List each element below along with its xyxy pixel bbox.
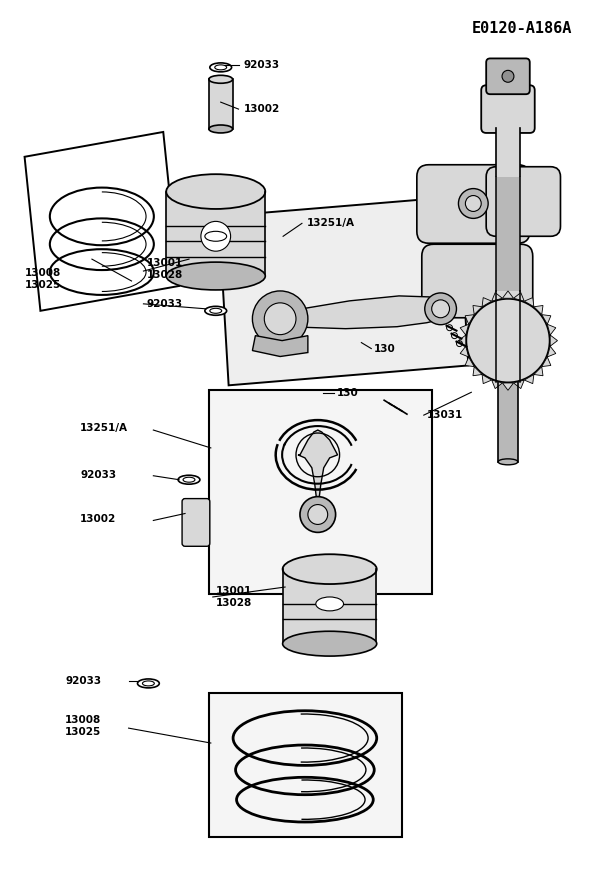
Ellipse shape [209,75,232,83]
Bar [283,569,377,638]
Ellipse shape [209,125,232,133]
Polygon shape [460,346,468,357]
Ellipse shape [166,262,266,290]
Text: 13031: 13031 [427,410,463,420]
Bar [166,192,266,271]
Polygon shape [548,324,556,335]
FancyBboxPatch shape [486,58,530,94]
FancyBboxPatch shape [422,244,533,317]
Text: 13251/A: 13251/A [80,423,128,433]
Polygon shape [503,383,513,391]
Text: 130: 130 [374,344,396,353]
Bar [496,128,520,175]
Polygon shape [542,315,551,324]
Polygon shape [219,196,468,385]
Polygon shape [525,375,534,384]
Polygon shape [513,293,525,301]
FancyBboxPatch shape [417,165,530,243]
Polygon shape [503,291,513,298]
Circle shape [300,497,336,533]
Bar [209,79,232,129]
Ellipse shape [498,459,518,465]
Polygon shape [534,366,543,376]
Ellipse shape [137,679,159,688]
Circle shape [466,299,549,382]
Text: eReplacementParts.com: eReplacementParts.com [227,410,363,420]
Polygon shape [491,380,502,389]
Polygon shape [548,346,556,357]
Text: 13251/A: 13251/A [307,218,355,228]
Bar [209,391,432,594]
Text: E0120-A186A: E0120-A186A [472,21,572,36]
Text: 13001
13028: 13001 13028 [146,258,183,280]
Polygon shape [263,296,444,330]
Polygon shape [542,357,551,366]
Polygon shape [534,305,543,315]
Polygon shape [460,324,468,335]
Polygon shape [458,335,466,346]
Bar [209,693,402,837]
Polygon shape [298,430,337,509]
Ellipse shape [283,631,377,656]
Polygon shape [491,293,502,301]
Polygon shape [253,336,308,357]
Text: 13002: 13002 [244,104,280,114]
Circle shape [458,188,488,218]
Circle shape [466,195,481,211]
Ellipse shape [178,475,200,484]
Polygon shape [482,297,491,307]
Text: 92033: 92033 [244,60,280,71]
Circle shape [308,505,327,524]
Circle shape [264,303,296,335]
Ellipse shape [210,63,232,72]
Text: 130: 130 [337,388,358,399]
Ellipse shape [205,306,227,316]
Ellipse shape [316,597,343,611]
Ellipse shape [166,174,266,209]
Polygon shape [525,297,534,307]
Polygon shape [473,305,482,315]
Polygon shape [482,375,491,384]
Polygon shape [513,380,525,389]
FancyBboxPatch shape [182,499,210,546]
FancyBboxPatch shape [481,85,535,133]
Text: 13008
13025: 13008 13025 [25,269,61,290]
Circle shape [425,293,457,324]
Circle shape [502,71,514,82]
FancyBboxPatch shape [486,167,560,236]
Text: 92033: 92033 [65,677,101,686]
Text: 13001
13028: 13001 13028 [216,586,252,608]
Text: 13002: 13002 [80,514,116,524]
Polygon shape [473,366,482,376]
Text: 92033: 92033 [146,299,182,309]
Polygon shape [550,335,558,346]
Bar [498,382,518,462]
Bar [496,177,520,291]
Text: 92033: 92033 [80,470,116,480]
Circle shape [432,300,450,317]
Circle shape [253,291,308,346]
Text: 13008
13025: 13008 13025 [65,715,101,737]
Polygon shape [465,357,474,366]
Circle shape [201,221,231,251]
Ellipse shape [283,555,377,584]
Polygon shape [465,315,474,324]
